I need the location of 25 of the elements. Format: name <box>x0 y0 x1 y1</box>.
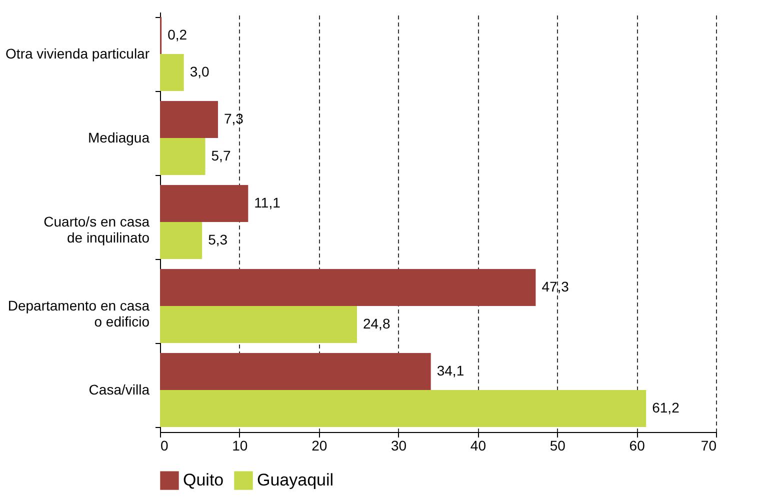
data-label: 61,2 <box>652 399 680 416</box>
y-tick-label: Departamento en casa o edificio <box>8 298 150 330</box>
y-tick-label: Cuarto/s en casa de inquilinato <box>44 214 150 246</box>
x-tick-label: 50 <box>550 438 566 454</box>
data-label: 5,3 <box>208 231 228 248</box>
data-label: 7,3 <box>224 110 244 127</box>
x-tick-label: 0 <box>160 438 168 454</box>
data-label: 47,3 <box>542 278 570 295</box>
data-label: 0,2 <box>168 26 188 43</box>
x-tick-label: 40 <box>470 438 486 454</box>
x-tick-label: 10 <box>232 438 248 454</box>
x-tick-label: 60 <box>629 438 646 454</box>
y-tick-label: Mediagua <box>88 130 150 146</box>
y-tick-label: Otra vivienda particular <box>6 46 150 62</box>
data-label: 5,7 <box>211 147 231 164</box>
x-tick-label: 30 <box>390 438 407 454</box>
legend-label: Quito <box>183 470 224 490</box>
data-label: 11,1 <box>254 194 281 211</box>
y-tick-label: Casa/villa <box>88 382 150 398</box>
legend-label: Guayaquil <box>257 470 334 490</box>
x-tick-label: 20 <box>312 438 328 454</box>
data-label: 24,8 <box>362 315 390 332</box>
x-tick-label: 70 <box>700 438 717 454</box>
data-label: 34,1 <box>436 362 464 379</box>
data-label: 3,0 <box>190 63 210 80</box>
